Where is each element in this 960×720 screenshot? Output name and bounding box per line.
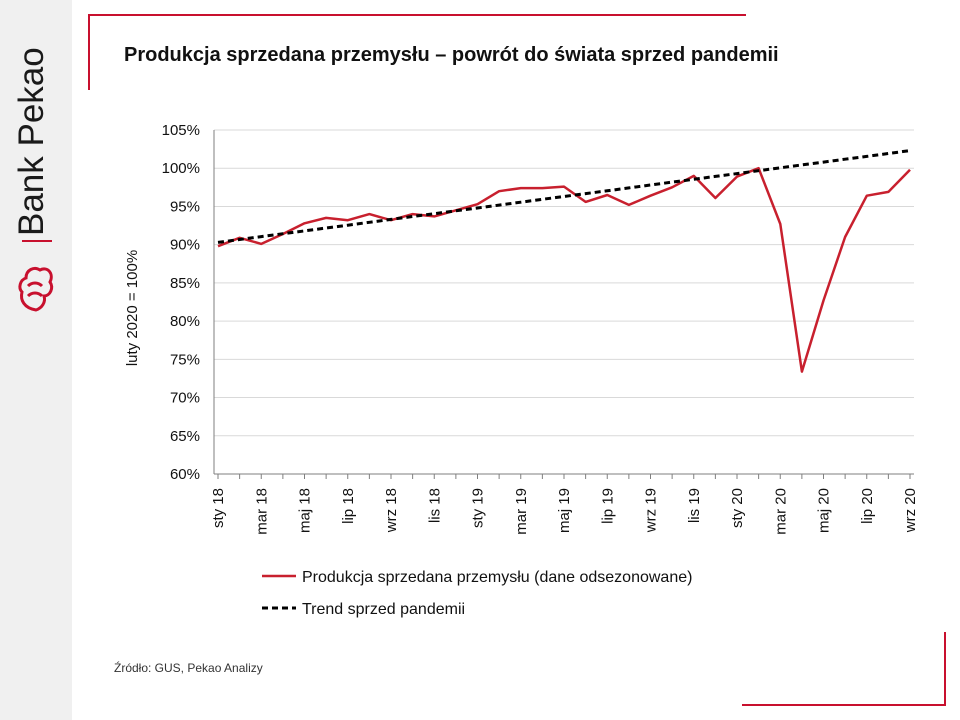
frame-top-line	[88, 14, 746, 16]
x-tick-label: wrz 18	[383, 488, 400, 533]
frame-left-line	[88, 14, 90, 90]
y-tick-label: 60%	[170, 466, 200, 483]
y-tick-label: 85%	[170, 275, 200, 292]
x-tick-label: maj 18	[297, 488, 314, 533]
x-tick-label: sty 20	[729, 488, 746, 528]
x-tick-label: maj 20	[816, 488, 833, 533]
chart-series	[217, 149, 911, 373]
x-tick-label: lip 20	[859, 488, 876, 524]
y-tick-label: 100%	[162, 160, 200, 177]
y-tick-label: 65%	[170, 428, 200, 445]
x-tick-label: lis 19	[686, 488, 703, 523]
brand-separator	[22, 240, 52, 242]
y-tick-label: 80%	[170, 313, 200, 330]
y-tick-label: 75%	[170, 351, 200, 368]
legend-label: Trend sprzed pandemii	[302, 601, 465, 618]
x-tick-label: lip 18	[340, 488, 357, 524]
x-tick-label: sty 18	[210, 488, 227, 528]
y-tick-label: 95%	[170, 198, 200, 215]
pekao-bison-logo-icon	[18, 266, 54, 312]
x-tick-label: mar 19	[513, 488, 530, 535]
x-tick-label: sty 19	[470, 488, 487, 528]
y-tick-label: 90%	[170, 237, 200, 254]
y-tick-label: 105%	[162, 122, 200, 139]
y-axis-title: luty 2020 = 100%	[124, 250, 141, 366]
production-series-line	[217, 166, 911, 373]
frame-right-line	[944, 632, 946, 706]
page-title: Produkcja sprzedana przemysłu – powrót d…	[124, 44, 779, 66]
x-tick-label: mar 18	[253, 488, 270, 535]
x-tick-label: lis 18	[426, 488, 443, 523]
x-tick-label: wrz 19	[643, 488, 660, 533]
chart-grid	[214, 129, 914, 437]
chart-legend: Produkcja sprzedana przemysłu (dane odse…	[262, 569, 692, 618]
source-note: Źródło: GUS, Pekao Analizy	[114, 661, 263, 675]
brand-sidebar: Bank Pekao	[0, 0, 72, 720]
chart-axes: 60% 65% 70% 75% 80% 85% 90% 95% 100% 105% sty 18 ma…	[124, 122, 919, 535]
x-tick-label: wrz 20	[902, 488, 919, 533]
y-tick-label: 70%	[170, 390, 200, 407]
x-tick-label: mar 20	[772, 488, 789, 535]
x-tick-label: lip 19	[599, 488, 616, 524]
legend-label: Produkcja sprzedana przemysłu (dane odse…	[302, 569, 692, 586]
x-tick-label: maj 19	[556, 488, 573, 533]
frame-bottom-line	[742, 704, 946, 706]
trend-series-line	[217, 149, 911, 244]
